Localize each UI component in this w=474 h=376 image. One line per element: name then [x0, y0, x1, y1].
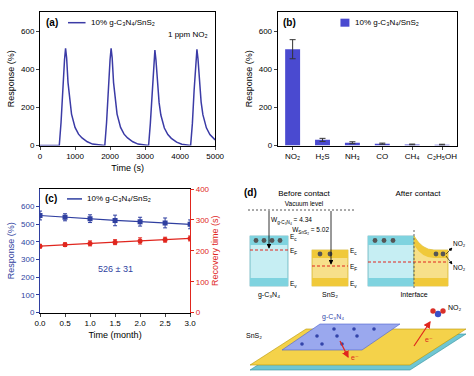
svg-text:NO₂: NO₂ [453, 240, 466, 247]
svg-text:Wg-C₃N₄ = 4.34: Wg-C₃N₄ = 4.34 [271, 216, 312, 225]
svg-text:10% g-C₃N₄/SnS₂: 10% g-C₃N₄/SnS₂ [91, 18, 155, 27]
svg-text:Ev: Ev [350, 280, 357, 289]
svg-text:0: 0 [30, 308, 35, 317]
svg-text:C₂H₅OH: C₂H₅OH [427, 152, 457, 161]
svg-text:400: 400 [259, 65, 273, 74]
svg-text:2.5: 2.5 [160, 319, 172, 328]
svg-text:300: 300 [196, 216, 210, 225]
svg-text:(b): (b) [283, 17, 296, 28]
svg-text:500: 500 [21, 220, 35, 229]
svg-text:NH₃: NH₃ [345, 152, 360, 161]
svg-text:e⁻: e⁻ [425, 336, 433, 343]
svg-text:NO₂: NO₂ [285, 152, 300, 161]
svg-text:200: 200 [196, 247, 210, 256]
svg-text:g-C₃N₄: g-C₃N₄ [322, 313, 344, 321]
svg-text:SnS₂: SnS₂ [322, 291, 338, 298]
svg-text:Recovery time (s): Recovery time (s) [210, 216, 220, 287]
svg-text:0: 0 [268, 141, 273, 150]
svg-text:200: 200 [259, 103, 273, 112]
svg-text:10% g-C₃N₄/SnS₂: 10% g-C₃N₄/SnS₂ [355, 18, 419, 27]
svg-text:0: 0 [30, 141, 35, 150]
svg-text:Response (%): Response (%) [244, 50, 254, 107]
svg-text:1.0: 1.0 [84, 319, 96, 328]
svg-text:526 ± 31: 526 ± 31 [98, 264, 133, 274]
svg-text:2.0: 2.0 [135, 319, 147, 328]
svg-text:Ev: Ev [290, 280, 297, 289]
svg-text:WSnS₂ = 5.02: WSnS₂ = 5.02 [292, 226, 329, 235]
svg-text:0: 0 [196, 308, 201, 317]
svg-text:(c): (c) [45, 193, 57, 204]
svg-text:e⁻: e⁻ [351, 354, 359, 361]
svg-text:(d): (d) [244, 187, 257, 198]
svg-text:Response (%): Response (%) [6, 50, 16, 107]
svg-text:200: 200 [21, 273, 35, 282]
svg-text:1 ppm NO₂: 1 ppm NO₂ [168, 30, 208, 39]
svg-text:1.5: 1.5 [109, 319, 121, 328]
svg-text:CH₄: CH₄ [405, 152, 420, 161]
svg-text:400: 400 [21, 65, 35, 74]
svg-text:2000: 2000 [101, 152, 119, 161]
svg-text:1000: 1000 [66, 152, 84, 161]
svg-text:Time (month): Time (month) [88, 330, 141, 340]
svg-text:Ec: Ec [350, 247, 357, 256]
svg-text:Interface: Interface [400, 291, 427, 298]
svg-text:NO₂: NO₂ [453, 264, 466, 271]
svg-text:100: 100 [21, 291, 35, 300]
svg-text:EF: EF [350, 263, 357, 272]
svg-text:3000: 3000 [136, 152, 154, 161]
svg-text:3.0: 3.0 [185, 319, 197, 328]
svg-text:Response (%): Response (%) [6, 222, 16, 279]
svg-text:CO: CO [376, 152, 388, 161]
svg-text:EF: EF [290, 247, 297, 256]
svg-text:Vacuum level: Vacuum level [285, 200, 324, 207]
svg-text:300: 300 [21, 255, 35, 264]
svg-text:400: 400 [196, 185, 210, 194]
svg-text:Time (s): Time (s) [111, 163, 144, 173]
svg-text:0: 0 [38, 152, 43, 161]
svg-text:400: 400 [21, 238, 35, 247]
svg-text:NO₂: NO₂ [448, 304, 462, 311]
svg-text:600: 600 [259, 27, 273, 36]
svg-text:SnS₂: SnS₂ [246, 332, 262, 339]
svg-text:10% g-C₃N₄/SnS₂: 10% g-C₃N₄/SnS₂ [87, 194, 151, 203]
svg-text:0.0: 0.0 [34, 319, 46, 328]
svg-text:600: 600 [21, 27, 35, 36]
svg-text:g-C₃N₄: g-C₃N₄ [258, 291, 280, 299]
svg-text:100: 100 [196, 278, 210, 287]
svg-text:After contact: After contact [396, 189, 442, 198]
svg-text:Ec: Ec [290, 233, 297, 242]
svg-text:0.5: 0.5 [59, 319, 71, 328]
svg-text:Before contact: Before contact [278, 189, 330, 198]
svg-text:(a): (a) [46, 17, 58, 28]
svg-text:200: 200 [21, 103, 35, 112]
svg-text:H₂S: H₂S [315, 152, 329, 161]
svg-text:600: 600 [21, 202, 35, 211]
svg-text:4000: 4000 [171, 152, 189, 161]
svg-text:5000: 5000 [206, 152, 224, 161]
